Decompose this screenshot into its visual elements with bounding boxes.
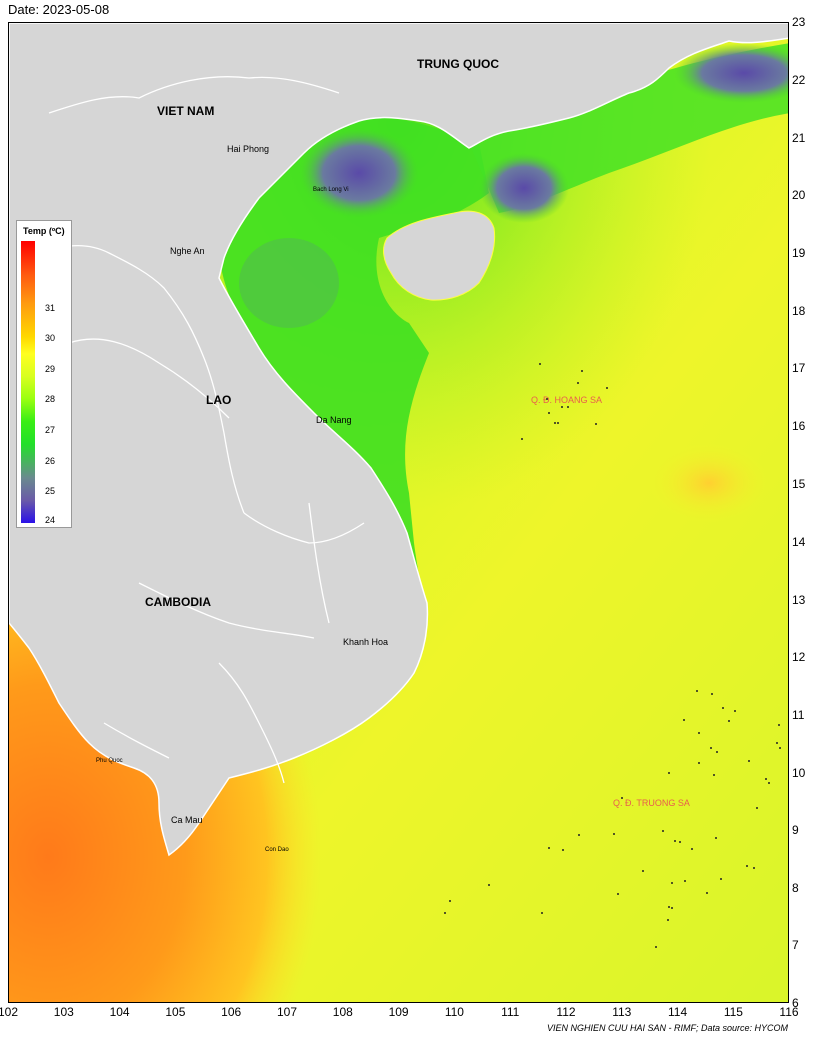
label-hoang-sa: Q. Đ. HOANG SA [531, 395, 602, 405]
sst-map: TRUNG QUOC VIET NAM LAO CAMBODIA Hai Pho… [8, 22, 789, 1003]
legend-tick: 26 [45, 456, 56, 466]
x-tick-label: 103 [53, 1005, 74, 1019]
color-legend: Temp (ºC) 31 30 29 28 27 26 25 24 [16, 220, 72, 528]
cool-patch-northeast [674, 43, 788, 103]
y-tick-label: 9 [792, 823, 799, 837]
date-label: Date: 2023-05-08 [8, 2, 110, 17]
hoang-sa-islets [521, 363, 608, 440]
x-tick-label: 112 [556, 1005, 576, 1019]
y-tick-label: 11 [792, 708, 805, 722]
y-tick-label: 21 [792, 131, 806, 145]
y-tick-label: 18 [792, 304, 806, 318]
y-tick-label: 10 [792, 766, 806, 780]
x-tick-label: 105 [165, 1005, 186, 1019]
land-hainan [383, 210, 496, 301]
label-bach-long-vi: Bach Long Vi [313, 187, 349, 193]
label-ca-mau: Ca Mau [171, 815, 203, 825]
cool-patch-west [239, 238, 339, 328]
label-con-dao: Con Dao [265, 847, 289, 853]
legend-tick: 31 [45, 303, 56, 313]
x-tick-label: 107 [276, 1005, 298, 1019]
label-khanh-hoa: Khanh Hoa [343, 637, 388, 647]
x-tick-label: 111 [501, 1005, 520, 1019]
x-tick-label: 108 [332, 1005, 353, 1019]
x-tick-label: 106 [221, 1005, 242, 1019]
label-viet-nam: VIET NAM [157, 104, 214, 118]
y-tick-label: 13 [792, 593, 806, 607]
x-tick-label: 102 [0, 1005, 19, 1019]
warm-eddy [649, 443, 769, 523]
legend-tick: 25 [45, 486, 56, 496]
land-mainland [9, 23, 788, 857]
land-phu-quoc [95, 712, 107, 733]
legend-tick: 24 [45, 515, 56, 525]
label-da-nang: Da Nang [316, 415, 352, 425]
y-tick-label: 12 [792, 650, 806, 664]
legend-title: Temp (ºC) [23, 226, 65, 236]
y-tick-label: 20 [792, 188, 806, 202]
label-truong-sa: Q. Đ. TRUONG SA [613, 798, 690, 808]
truong-sa-islets [444, 690, 781, 948]
sst-map-canvas: TRUNG QUOC VIET NAM LAO CAMBODIA Hai Pho… [9, 23, 788, 1002]
x-tick-label: 116 [779, 1005, 799, 1019]
y-tick-label: 19 [792, 246, 806, 260]
y-tick-label: 8 [792, 881, 799, 895]
legend-tick: 29 [45, 364, 56, 374]
y-tick-label: 22 [792, 73, 806, 87]
y-tick-label: 6 [792, 996, 799, 1010]
x-tick-label: 113 [612, 1005, 632, 1019]
cool-patch-gulf [299, 128, 419, 218]
legend-tick: 28 [45, 394, 56, 404]
label-hai-phong: Hai Phong [227, 144, 269, 154]
x-tick-label: 104 [109, 1005, 130, 1019]
x-tick-label: 110 [444, 1005, 464, 1019]
country-borders [23, 76, 365, 784]
y-tick-label: 23 [792, 15, 806, 29]
y-tick-label: 14 [792, 535, 806, 549]
legend-tick: 30 [45, 333, 56, 343]
label-cambodia: CAMBODIA [145, 595, 211, 609]
y-tick-label: 15 [792, 477, 806, 491]
x-tick-label: 115 [723, 1005, 743, 1019]
label-lao: LAO [206, 393, 231, 407]
legend-colorbar [21, 241, 35, 523]
label-nghe-an: Nghe An [170, 246, 205, 256]
x-tick-label: 114 [668, 1005, 688, 1019]
label-phu-quoc: Phu Quoc [96, 758, 123, 764]
coastal-green-band [218, 117, 489, 664]
y-tick-label: 17 [792, 361, 806, 375]
cool-patch-hainan [479, 153, 569, 223]
x-tick-label: 109 [388, 1005, 409, 1019]
data-credit: VIEN NGHIEN CUU HAI SAN - RIMF; Data sou… [546, 1023, 788, 1033]
y-tick-label: 16 [792, 419, 806, 433]
y-tick-label: 7 [792, 938, 799, 952]
label-trung-quoc: TRUNG QUOC [417, 57, 499, 71]
legend-tick: 27 [45, 425, 56, 435]
